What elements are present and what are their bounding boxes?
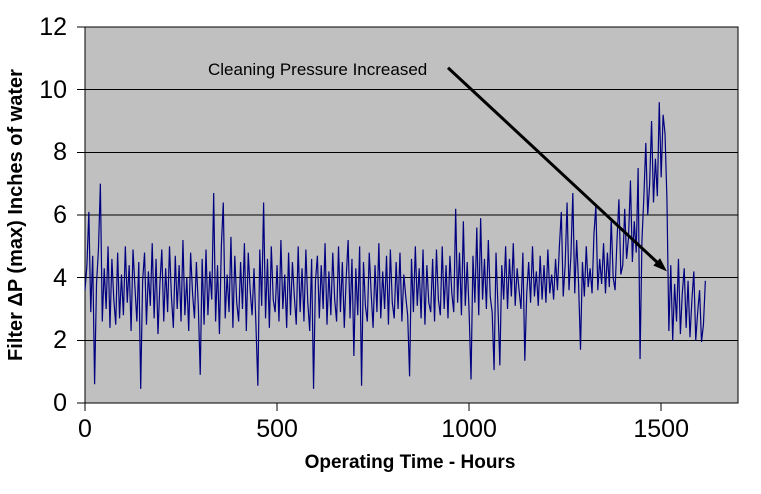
series-line xyxy=(84,102,706,389)
x-tick-label: 0 xyxy=(78,415,92,443)
y-tick-label: 8 xyxy=(53,138,67,167)
y-tick-label: 4 xyxy=(53,263,67,292)
x-tick-label: 1500 xyxy=(633,415,689,443)
annotation-arrowhead xyxy=(653,258,667,272)
y-tick-label: 10 xyxy=(39,75,67,104)
y-tick-label: 0 xyxy=(53,389,67,417)
y-tick-label: 6 xyxy=(53,201,67,229)
x-tick-label: 500 xyxy=(256,415,298,443)
x-axis-title: Operating Time - Hours xyxy=(304,452,516,473)
annotation-arrow-line xyxy=(446,66,662,267)
y-tick-label: 2 xyxy=(53,326,67,355)
annotation-text: Cleaning Pressure Increased xyxy=(208,60,428,79)
y-tick-label: 12 xyxy=(39,13,67,41)
x-tick-label: 1000 xyxy=(441,415,497,443)
